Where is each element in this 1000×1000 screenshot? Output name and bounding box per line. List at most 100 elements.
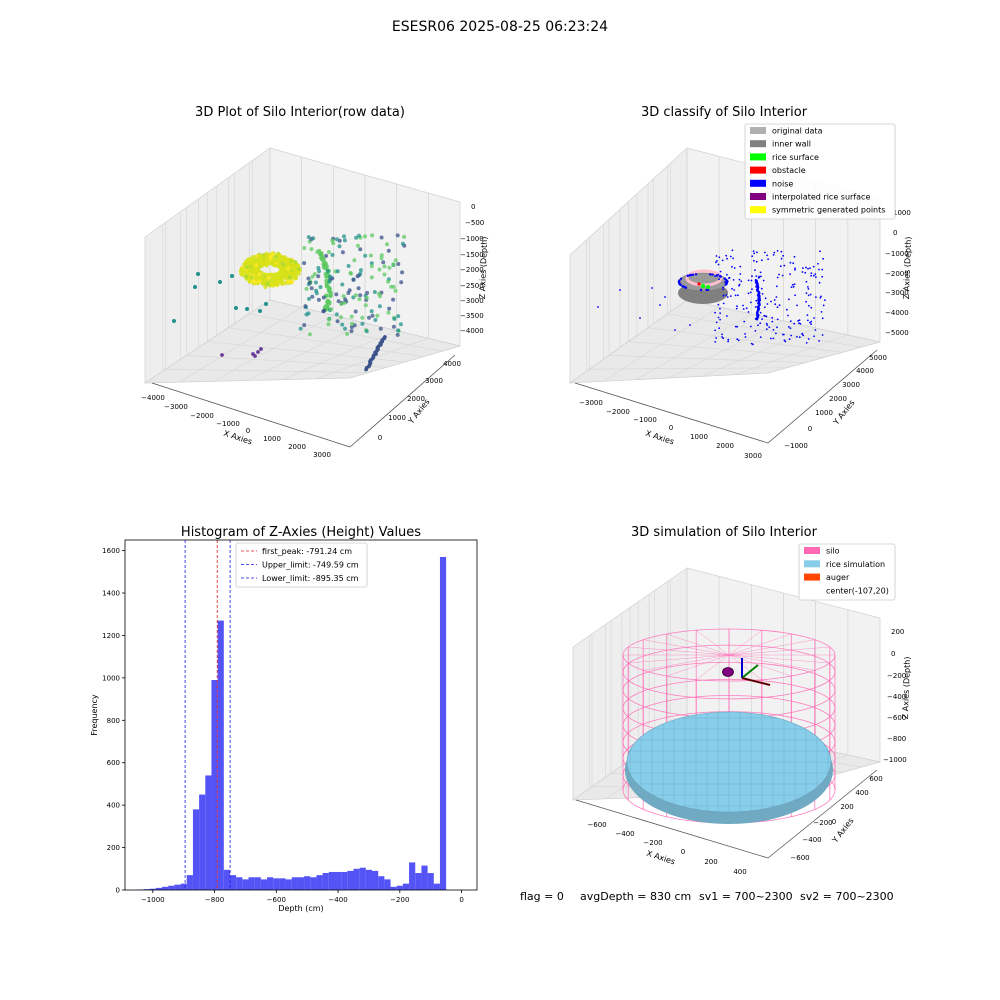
simulation-plot-y-axis [767,769,878,859]
data-point [324,253,329,258]
noise-point [775,332,777,335]
data-point [318,285,323,290]
data-point [335,319,340,324]
histogram-bar [223,869,230,890]
noise-point [716,260,718,262]
noise-point [768,326,771,328]
z-tick-label: −1000 [883,756,907,764]
noise-point [776,285,778,288]
noise-point [792,285,795,288]
noise-point [793,255,796,258]
noise-point [743,320,746,323]
data-point [363,253,368,258]
data-point [316,274,321,279]
data-point [268,254,273,259]
data-point [386,248,391,253]
raw-plot-z-label: Z Axies (Depth) [478,236,489,299]
data-point [396,328,401,333]
legend-label: auger [826,573,850,582]
silo-roof-line [728,654,792,677]
y-tick-label: 200 [840,803,853,811]
silo-roof-line [666,633,730,656]
noise-point [793,322,796,325]
y-tick-label: 1000 [815,409,833,417]
noise-point [766,324,769,326]
data-point [264,272,269,277]
noise-point [755,260,758,263]
data-point [325,300,330,305]
noise-point [802,334,805,337]
noise-point [725,278,728,282]
noise-point [786,308,788,311]
noise-point [742,308,745,310]
noise-point [722,288,724,291]
data-point [296,266,301,271]
x-tick-label: −600 [587,821,606,829]
data-point [277,270,282,275]
classified-plot-noise-points [597,249,826,346]
noise-point [747,311,750,313]
data-point [239,266,244,271]
histogram-x-axis: −1000 −800 −600 −400 −200 0 [141,890,464,904]
noise-point [718,327,721,330]
data-point [259,258,264,263]
data-point [340,322,345,327]
noise-point [801,332,804,335]
data-point [391,297,396,302]
simulation-plot-z-label: Z Axies (Depth) [901,656,912,719]
noise-point [787,314,789,317]
noise-point [790,286,793,288]
z-tick-label: 0 [891,650,895,658]
noise-point [725,281,728,285]
classified-plot-z-label: Z Axies (Depth) [902,236,913,299]
noise-point [801,271,804,273]
data-point [346,264,351,268]
silo-roof-line [643,639,730,656]
legend-box [744,123,896,220]
x-tick-label: 1000 [690,433,708,441]
data-point [310,274,315,279]
noise-point [739,265,742,268]
data-point [326,322,331,327]
data-point [343,326,347,331]
noise-point [715,321,718,324]
noise-point [812,265,815,268]
data-point [391,324,396,329]
noise-point [822,257,824,260]
grid-line [213,315,334,382]
noise-point [745,307,748,310]
silo-roof-line [696,630,730,656]
histogram-bar [322,873,329,890]
data-point [336,299,341,304]
data-point [246,257,251,262]
legend-label: silo [826,547,840,556]
data-point [302,261,307,266]
data-point [334,292,339,297]
histogram-bar [149,888,156,890]
x-tick-label: 2000 [288,443,306,451]
histogram-bar [242,879,249,890]
noise-point [763,251,766,254]
classified-plot-y-tick-labels: −1000 0 1000 2000 3000 4000 5000 [784,354,887,450]
histogram-legend: first_peak: -791.24 cm Upper_limit: -749.… [235,542,368,588]
data-point [247,274,252,279]
classified-plot-legend: original data inner wall rice surface obsta… [744,123,896,220]
x-tick-label: 200 [704,858,717,866]
noise-point [818,340,820,342]
histogram-bar [415,873,422,890]
noise-point [736,305,738,307]
data-point [358,293,363,298]
y-tick-label: 800 [107,717,120,725]
histogram-bar [291,877,298,890]
histogram-bar [217,620,224,890]
data-point [386,279,391,284]
x-tick-label: −600 [267,896,286,904]
legend-swatch [804,547,820,554]
histogram-bar [186,875,193,890]
x-tick-label: 3000 [744,452,762,460]
data-point [220,353,224,357]
silo-roof-line [728,633,792,656]
data-point [280,277,285,282]
z-tick-label: −3000 [885,289,909,297]
data-point [251,265,256,270]
